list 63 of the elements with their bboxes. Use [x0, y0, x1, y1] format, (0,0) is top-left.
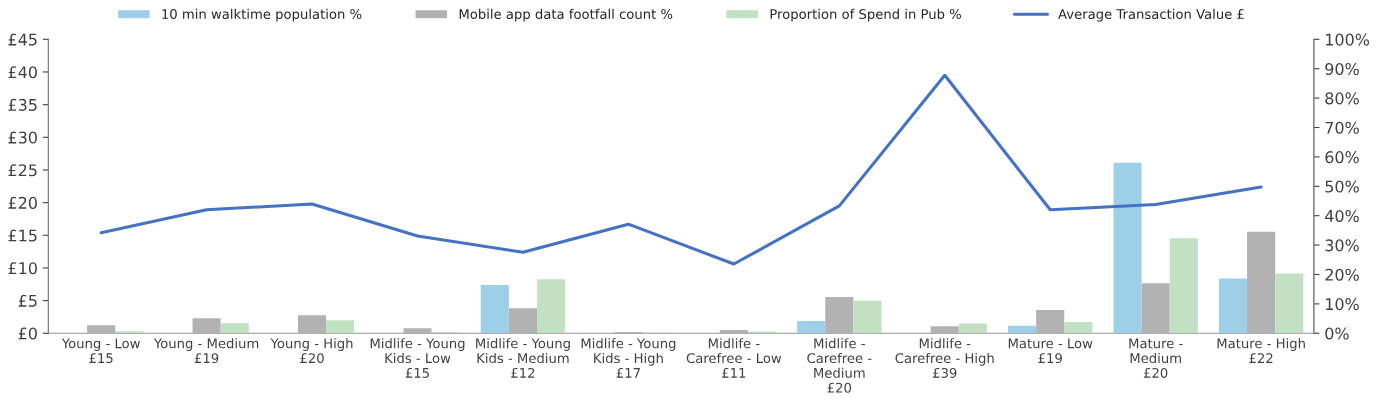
- y2-tick-label: 90%: [1325, 62, 1359, 76]
- y-tick-label: £45: [8, 33, 37, 46]
- y2-tick-label: 20%: [1325, 268, 1359, 281]
- bar: [192, 318, 221, 334]
- x-tick-label: Midlife - Carefree - Low £11: [686, 338, 782, 378]
- x-tick-label: Young - Low £15: [61, 338, 140, 364]
- bar: [1141, 283, 1170, 334]
- x-tick-label: Mature - Medium £20: [1129, 338, 1183, 378]
- bar: [1169, 238, 1198, 334]
- y-tick-label: £30: [8, 131, 37, 144]
- y2-tick-label: 0%: [1325, 327, 1349, 340]
- bar: [1064, 322, 1093, 334]
- x-tick-label: Midlife - Young Kids - Medium £12: [476, 338, 570, 378]
- bar: [220, 323, 249, 334]
- y-tick-label: £25: [8, 164, 37, 177]
- y-tick-label: £10: [8, 262, 37, 275]
- bar: [1036, 310, 1065, 334]
- bar: [853, 300, 882, 334]
- bar: [1008, 325, 1037, 334]
- bar: [825, 297, 854, 334]
- x-tick-label: Midlife - Young Kids - High £17: [581, 338, 676, 378]
- bar: [797, 320, 826, 334]
- bar: [115, 331, 144, 334]
- y-tick-label: £0: [18, 327, 37, 340]
- bar: [297, 315, 327, 334]
- bar: [1113, 162, 1142, 334]
- y-tick-label: £15: [8, 229, 37, 242]
- y2-tick-label: 10%: [1326, 298, 1359, 311]
- x-tick-label: Midlife - Young Kids - Low £15: [370, 338, 465, 378]
- x-tick-label: Midlife - Carefree - Medium £20: [807, 338, 872, 393]
- x-tick-label: Midlife - Carefree - High £39: [895, 338, 994, 378]
- x-tick-label: Mature - High £22: [1217, 338, 1305, 363]
- legend-label: 10 min walktime population %: [162, 8, 362, 22]
- y-tick-label: £20: [8, 196, 37, 209]
- bar: [87, 325, 116, 334]
- bar: [958, 323, 987, 334]
- bar: [1218, 278, 1248, 334]
- y-tick-label: £5: [18, 294, 37, 307]
- y2-tick-label: 30%: [1325, 239, 1359, 252]
- y2-tick-label: 60%: [1325, 151, 1359, 164]
- bar: [930, 326, 959, 334]
- x-tick-label: Young - Medium £19: [153, 338, 259, 364]
- bar: [719, 330, 748, 334]
- legend-label: Proportion of Spend in Pub %: [770, 8, 961, 22]
- x-tick-label: Mature - Low £19: [1008, 338, 1093, 364]
- bar: [1247, 231, 1276, 334]
- bar: [403, 328, 432, 334]
- legend-label: Mobile app data footfall count %: [459, 8, 673, 22]
- line-series: [99, 73, 1263, 266]
- y2-tick-label: 40%: [1325, 209, 1359, 222]
- bar: [537, 279, 566, 334]
- bar: [480, 285, 509, 334]
- y-tick-label: £35: [8, 98, 37, 111]
- x-tick-label: Young - High £20: [270, 338, 353, 364]
- bar: [508, 308, 538, 334]
- y2-tick-label: 100%: [1326, 33, 1370, 46]
- bar: [1275, 273, 1304, 334]
- bar: [326, 320, 355, 334]
- legend-label: Average Transaction Value £: [1058, 8, 1244, 22]
- y-tick-label: £40: [8, 66, 37, 79]
- y2-tick-label: 50%: [1325, 180, 1359, 193]
- y2-tick-label: 80%: [1325, 92, 1359, 105]
- y2-tick-label: 70%: [1325, 121, 1359, 134]
